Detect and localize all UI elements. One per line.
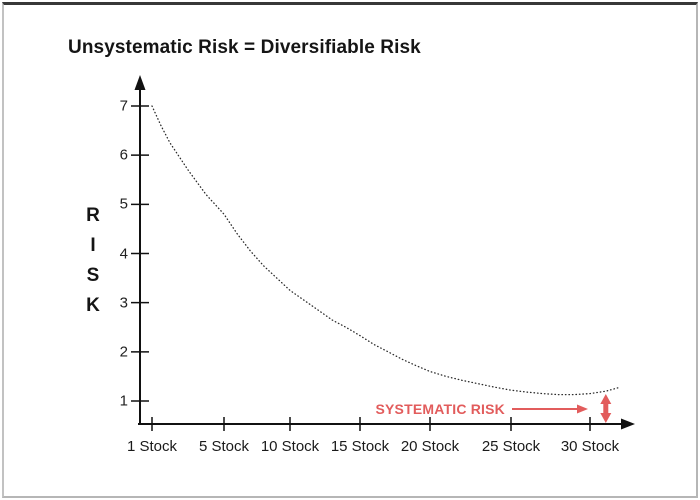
y-axis-arrowhead-icon xyxy=(134,75,146,90)
x-tick-label: 25 Stock xyxy=(481,438,541,455)
y-tick-label: 1 xyxy=(119,392,128,410)
x-tick-label: 20 Stock xyxy=(400,438,460,455)
x-axis-arrowhead-icon xyxy=(621,418,635,430)
y-tick-label: 3 xyxy=(119,294,128,312)
y-tick-label: 4 xyxy=(119,245,128,262)
y-tick-label: 2 xyxy=(119,343,128,361)
x-tick-label: 1 Stock xyxy=(126,438,178,455)
chart-title: Unsystematic Risk = Diversifiable Risk xyxy=(68,37,421,58)
x-tick-label: 15 Stock xyxy=(330,438,390,455)
double-arrow-top-head-icon xyxy=(600,394,612,404)
y-axis-label-letter: I xyxy=(90,235,96,256)
y-axis-label-letter: K xyxy=(86,295,100,316)
y-tick-label: 7 xyxy=(119,97,128,115)
risk-curve xyxy=(151,105,620,396)
systematic-risk-annotation: SYSTEMATIC RISK xyxy=(375,401,505,417)
right-arrow-head-icon xyxy=(577,404,588,414)
x-tick-label: 10 Stock xyxy=(260,438,320,455)
x-tick-label: 30 Stock xyxy=(560,438,620,455)
x-tick-label: 5 Stock xyxy=(198,438,250,455)
double-arrow-bottom-head-icon xyxy=(600,413,612,423)
y-tick-label: 5 xyxy=(119,195,128,213)
y-tick-label: 6 xyxy=(119,146,128,164)
y-axis-label-letter: R xyxy=(86,205,100,226)
y-axis-label-letter: S xyxy=(86,265,100,286)
